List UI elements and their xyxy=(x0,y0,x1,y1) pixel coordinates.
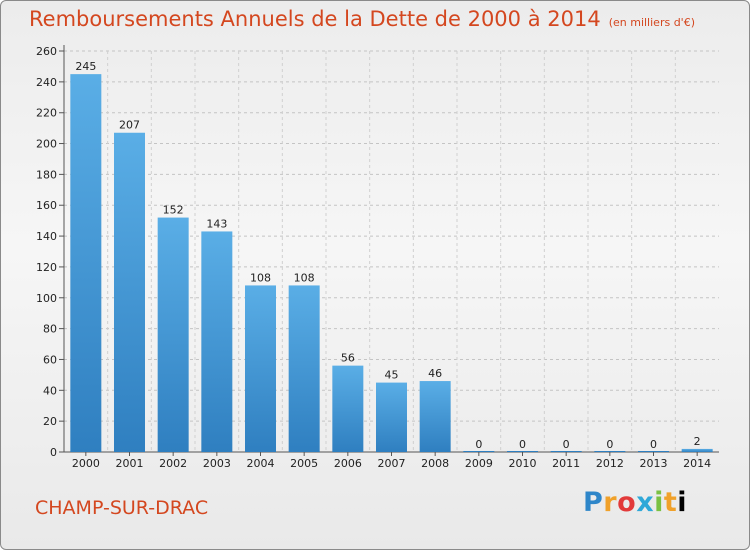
y-tick-label: 260 xyxy=(36,45,57,58)
x-tick-label: 2012 xyxy=(596,457,624,470)
x-tick-label: 2008 xyxy=(421,457,449,470)
x-tick-label: 2007 xyxy=(378,457,406,470)
logo-letter: r xyxy=(603,487,618,518)
logo-letter: t xyxy=(663,487,678,518)
y-tick-label: 180 xyxy=(36,168,57,181)
data-label: 46 xyxy=(428,367,442,380)
y-tick-label: 200 xyxy=(36,138,57,151)
y-tick-label: 100 xyxy=(36,292,57,305)
logo-letter: P xyxy=(583,487,604,518)
data-label: 2 xyxy=(694,435,701,448)
x-tick-label: 2013 xyxy=(640,457,668,470)
y-tick-label: 0 xyxy=(50,446,57,459)
y-tick-label: 120 xyxy=(36,261,57,274)
bar-2005 xyxy=(288,285,320,452)
x-tick-label: 2010 xyxy=(509,457,537,470)
y-tick-label: 220 xyxy=(36,107,57,120)
x-tick-label: 2004 xyxy=(247,457,275,470)
logo-letter: x xyxy=(636,487,655,518)
commune-name: CHAMP-SUR-DRAC xyxy=(35,497,209,519)
chart-title-text: Remboursements Annuels de la Dette de 20… xyxy=(29,7,601,31)
data-label: 143 xyxy=(206,217,227,230)
data-label: 207 xyxy=(119,119,140,132)
proxiti-logo: Proxiti xyxy=(583,487,687,518)
x-tick-label: 2011 xyxy=(552,457,580,470)
x-tick-label: 2014 xyxy=(683,457,711,470)
y-tick-label: 140 xyxy=(36,230,57,243)
bar-2002 xyxy=(157,217,189,452)
y-tick-label: 160 xyxy=(36,199,57,212)
logo-letter: i xyxy=(677,487,688,518)
data-label: 152 xyxy=(163,204,184,217)
bars xyxy=(70,74,713,452)
bar-2000 xyxy=(70,74,102,452)
data-label: 108 xyxy=(250,271,271,284)
y-tick-label: 240 xyxy=(36,76,57,89)
bar-2001 xyxy=(114,132,145,452)
data-label: 108 xyxy=(294,271,315,284)
logo-letter: i xyxy=(654,487,664,518)
chart-title: Remboursements Annuels de la Dette de 20… xyxy=(29,7,695,31)
x-tick-label: 2000 xyxy=(72,457,100,470)
bar-2007 xyxy=(376,382,407,452)
x-tick-label: 2006 xyxy=(334,457,362,470)
data-label: 56 xyxy=(341,352,355,365)
data-labels: 245 207 152 143 108 108 56 45 46 0 0 0 0 0 2 xyxy=(75,60,700,451)
y-tick-label: 20 xyxy=(43,415,57,428)
x-tick-label: 2009 xyxy=(465,457,493,470)
x-tick-label: 2003 xyxy=(203,457,231,470)
data-label: 245 xyxy=(75,60,96,73)
bar-2014 xyxy=(681,448,713,452)
y-tick-label: 40 xyxy=(43,384,57,397)
bar-2004 xyxy=(245,285,276,452)
bar-2008 xyxy=(419,381,451,452)
data-label: 0 xyxy=(475,438,482,451)
chart-subtitle: (en milliers d'€) xyxy=(608,16,695,29)
data-label: 0 xyxy=(563,438,570,451)
data-label: 0 xyxy=(519,438,526,451)
y-tick-label: 80 xyxy=(43,323,57,336)
bar-2003 xyxy=(201,231,233,452)
data-label: 0 xyxy=(650,438,657,451)
y-tick-label: 60 xyxy=(43,353,57,366)
x-tick-label: 2002 xyxy=(159,457,187,470)
data-label: 45 xyxy=(385,369,399,382)
data-label: 0 xyxy=(606,438,613,451)
x-tick-label: 2005 xyxy=(290,457,318,470)
x-tick-label: 2001 xyxy=(116,457,144,470)
logo-letter: o xyxy=(617,487,637,518)
bar-2006 xyxy=(332,365,364,452)
